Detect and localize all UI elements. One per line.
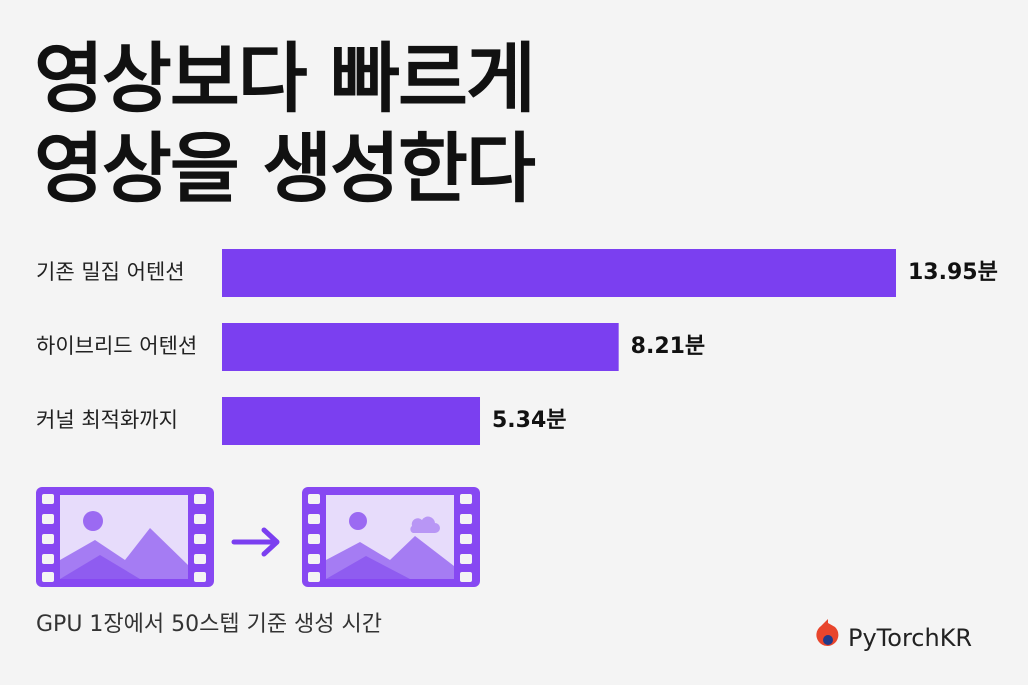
footnote: GPU 1장에서 50스텝 기준 생성 시간 bbox=[36, 612, 382, 637]
bar bbox=[222, 397, 481, 445]
arrow bbox=[231, 527, 280, 557]
film-icon-before bbox=[36, 487, 214, 587]
bar bbox=[222, 323, 619, 371]
bar bbox=[222, 249, 896, 297]
value-label: 8.21분 bbox=[631, 334, 706, 359]
value-label: 13.95분 bbox=[908, 260, 998, 285]
category-label: 커널 최적화까지 bbox=[36, 408, 178, 432]
title-line: 영상보다 빠르게 bbox=[34, 34, 534, 123]
film-icon-after bbox=[302, 487, 480, 587]
value-label: 5.34분 bbox=[492, 408, 567, 433]
brand: PyTorchKR bbox=[848, 624, 972, 652]
brand-logo bbox=[816, 619, 839, 646]
title-line: 영상을 생성한다 bbox=[34, 124, 536, 213]
category-label: 하이브리드 어텐션 bbox=[36, 334, 197, 358]
category-label: 기존 밀집 어텐션 bbox=[36, 260, 185, 284]
